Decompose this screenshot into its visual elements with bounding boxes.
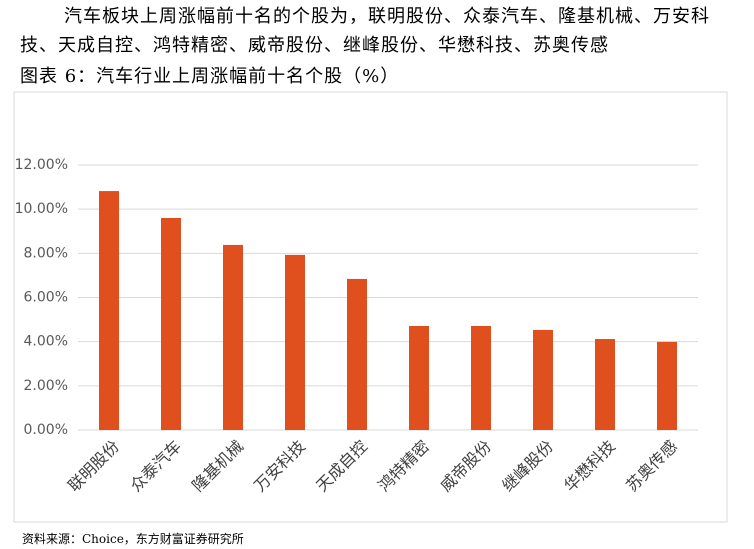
x-tick-label: 众泰汽车 <box>126 437 185 496</box>
bar <box>161 218 181 430</box>
bar <box>657 341 677 430</box>
y-tick-label: 8.00% <box>24 245 68 261</box>
bar <box>595 339 615 430</box>
figure-caption: 图表 6：汽车行业上周涨幅前十名个股（%） <box>20 66 400 87</box>
bar <box>471 325 491 430</box>
x-tick-label: 威帝股份 <box>436 437 495 496</box>
y-tick-label: 6.00% <box>24 290 68 306</box>
x-tick-label: 鸿特精密 <box>374 437 433 496</box>
bar <box>409 325 429 430</box>
x-tick-label: 联明股份 <box>64 437 123 496</box>
x-tick-label: 继峰股份 <box>498 437 557 496</box>
x-tick-label: 华懋科技 <box>560 437 619 496</box>
bar <box>99 191 119 430</box>
paragraph: 汽车板块上周涨幅前十名的个股为，联明股份、众泰汽车、隆基机械、万安科技、天成自控… <box>20 6 710 56</box>
bar <box>533 329 553 430</box>
y-tick-label: 12.00% <box>15 157 68 173</box>
x-tick-label: 天成自控 <box>312 437 371 496</box>
chart-frame <box>13 91 728 523</box>
x-tick-label: 隆基机械 <box>188 437 247 496</box>
bar <box>223 244 243 430</box>
x-tick-label: 苏奥传感 <box>622 437 681 496</box>
source-note: 资料来源：Choice，东方财富证券研究所 <box>22 532 244 546</box>
y-tick-label: 10.00% <box>15 201 68 217</box>
bar <box>347 278 367 430</box>
y-tick-label: 4.00% <box>24 334 68 350</box>
bar <box>285 254 305 430</box>
y-tick-label: 2.00% <box>24 378 68 394</box>
x-tick-label: 万安科技 <box>250 437 309 496</box>
y-tick-label: 0.00% <box>24 422 68 438</box>
